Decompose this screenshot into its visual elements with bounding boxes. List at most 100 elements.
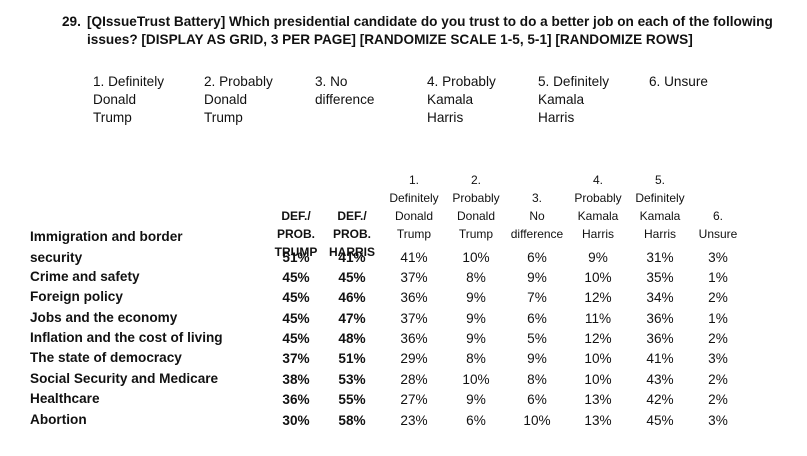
column-header-line: No [529, 209, 545, 223]
column-header-line: PROB. [276, 227, 315, 241]
column-header-line: HARRIS [328, 245, 375, 259]
column-header-4: 2. Probably Donald Trump [443, 153, 509, 243]
column-header-line: DEF./ [337, 209, 367, 223]
column-header-line [381, 153, 447, 171]
scale-option-4: 4. Probably Kamala Harris [427, 73, 496, 127]
row-label-line: Healthcare [30, 391, 100, 406]
column-header-line: DEF./ [281, 209, 311, 223]
column-header-line: difference [510, 227, 564, 241]
table-cell: 53% [338, 372, 366, 387]
row-label: Jobs and the economy [30, 308, 255, 329]
row-label: Healthcare [30, 389, 255, 410]
table-cell: 9% [527, 270, 547, 285]
column-header-line [565, 153, 631, 171]
scale-option-line: Donald [93, 92, 137, 107]
column-header-line [443, 153, 509, 171]
table-cell: 36% [282, 392, 310, 407]
table-cell: 31% [646, 250, 674, 265]
table-cell: 5% [527, 331, 547, 346]
table-cell: 42% [646, 392, 674, 407]
table-cell: 2% [708, 372, 728, 387]
column-header-line [627, 153, 693, 171]
row-label-line: Foreign policy [30, 289, 123, 304]
row-label-line: Abortion [30, 412, 87, 427]
scale-option-line: 5. Definitely [538, 74, 610, 89]
column-header-line: 2. [470, 173, 481, 187]
table-cell: 8% [466, 351, 486, 366]
table-cell: 1% [708, 270, 728, 285]
column-header-line: Unsure [698, 227, 738, 241]
table-cell: 9% [588, 250, 608, 265]
table-cell: 48% [338, 331, 366, 346]
row-label: Abortion [30, 410, 255, 431]
table-cell: 6% [527, 392, 547, 407]
scale-option-5: 5. Definitely Kamala Harris [538, 73, 609, 127]
table-cell: 45% [282, 270, 310, 285]
row-label: Foreign policy [30, 287, 255, 308]
table-cell: 3% [708, 413, 728, 428]
column-header-2: DEF./ PROB. HARRIS [319, 153, 385, 261]
column-header-3: 1. Definitely Donald Trump [381, 153, 447, 243]
column-header-line: Donald [394, 209, 434, 223]
column-header-line: 6. [712, 209, 723, 223]
table-cell: 6% [527, 311, 547, 326]
scale-option-line: 6. Unsure [649, 74, 708, 89]
column-header-line [319, 189, 385, 207]
scale-option-6: 6. Unsure [649, 73, 708, 91]
column-header-6: 4. Probably Kamala Harris [565, 153, 631, 243]
scale-option-line: Kamala [427, 92, 474, 107]
scale-option-line: Donald [204, 92, 248, 107]
table-cell: 38% [282, 372, 310, 387]
table-cell: 37% [282, 351, 310, 366]
column-header-line: Kamala [639, 209, 681, 223]
row-label-line: Jobs and the economy [30, 310, 178, 325]
table-cell: 13% [584, 413, 612, 428]
table-cell: 43% [646, 372, 674, 387]
table-cell: 29% [400, 351, 428, 366]
column-header-8: 6. Unsure [685, 153, 751, 243]
question-text: [QIssueTrust Battery] Which presidential… [87, 14, 773, 47]
column-header-line: PROB. [332, 227, 371, 241]
table-cell: 41% [646, 351, 674, 366]
column-header-line: TRUMP [274, 245, 318, 259]
table-cell: 2% [708, 392, 728, 407]
table-cell: 10% [523, 413, 551, 428]
row-label: Crime and safety [30, 267, 255, 288]
table-cell: 9% [527, 351, 547, 366]
table-cell: 41% [400, 250, 428, 265]
table-cell: 10% [462, 372, 490, 387]
scale-option-line: 3. No [315, 74, 348, 89]
table-cell: 6% [527, 250, 547, 265]
table-cell: 27% [400, 392, 428, 407]
column-header-line: Harris [644, 227, 676, 241]
table-cell: 30% [282, 413, 310, 428]
table-cell: 9% [466, 290, 486, 305]
table-cell: 37% [400, 311, 428, 326]
table-cell: 10% [584, 372, 612, 387]
table-cell: 36% [400, 290, 428, 305]
column-header-line [685, 189, 751, 207]
table-cell: 37% [400, 270, 428, 285]
column-header-line: Trump [458, 227, 494, 241]
row-label: Social Security and Medicare [30, 369, 255, 390]
row-label-line: Social Security and Medicare [30, 371, 219, 386]
column-header-line: Probably [452, 191, 500, 205]
table-cell: 45% [282, 290, 310, 305]
table-cell: 1% [708, 311, 728, 326]
table-cell: 45% [282, 331, 310, 346]
table-cell: 45% [646, 413, 674, 428]
row-label-line: Immigration and border [30, 229, 183, 244]
column-header-line: Definitely [635, 191, 685, 205]
table-cell: 9% [466, 392, 486, 407]
row-label-line: Inflation and the cost of living [30, 330, 223, 345]
row-label-line: security [30, 249, 83, 265]
table-cell: 10% [462, 250, 490, 265]
column-header-1: DEF./ PROB. TRUMP [263, 153, 329, 261]
row-label-line: The state of democracy [30, 350, 182, 365]
row-label: The state of democracy [30, 348, 255, 369]
column-header-line: 5. [654, 173, 665, 187]
column-header-line: Kamala [577, 209, 619, 223]
table-cell: 51% [338, 351, 366, 366]
table-cell: 9% [466, 311, 486, 326]
scale-option-1: 1. Definitely Donald Trump [93, 73, 164, 127]
